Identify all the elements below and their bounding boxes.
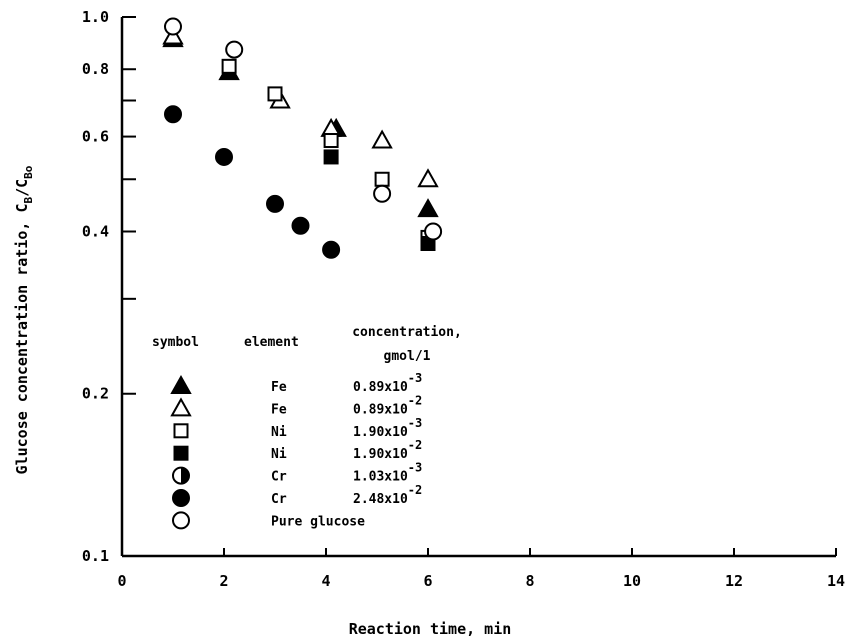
legend-concentration: 1.90x10-3 bbox=[353, 416, 422, 440]
legend-element: Pure glucose bbox=[271, 514, 365, 529]
legend-concentration: 2.48x10-2 bbox=[353, 483, 422, 507]
data-point-circle-filled bbox=[322, 240, 341, 259]
legend-element: Cr bbox=[271, 492, 287, 507]
legend-header-units: gmol/1 bbox=[384, 349, 431, 364]
legend-element: Ni bbox=[271, 425, 287, 440]
x-tick-label: 12 bbox=[725, 572, 743, 590]
x-tick-label: 0 bbox=[117, 572, 126, 590]
x-tick-label: 2 bbox=[219, 572, 228, 590]
data-point-circle-open bbox=[164, 17, 182, 36]
x-axis-label: Reaction time, min bbox=[349, 620, 512, 638]
data-point-circle-filled bbox=[164, 105, 182, 124]
data-point-square-open bbox=[323, 133, 339, 149]
legend-marker-triangle-filled bbox=[170, 374, 192, 394]
data-point-circle-filled bbox=[266, 194, 284, 213]
legend-element: Cr bbox=[271, 470, 287, 485]
legend-concentration: 1.03x10-3 bbox=[353, 461, 422, 485]
y-axis: 0.1 0.2 0.4 0.6 0.8 1.0 bbox=[82, 8, 136, 565]
x-tick-label: 14 bbox=[827, 572, 845, 590]
legend-marker-square-open bbox=[173, 423, 189, 439]
x-tick-label: 6 bbox=[423, 572, 432, 590]
legend-element: Fe bbox=[271, 380, 287, 395]
data-point-square-open bbox=[267, 86, 283, 102]
y-tick-label: 0.4 bbox=[82, 222, 109, 240]
data-points bbox=[162, 17, 443, 259]
y-tick-label: 0.6 bbox=[82, 128, 109, 146]
legend-concentration: 0.89x10-2 bbox=[353, 393, 422, 417]
legend-header-symbol: symbol bbox=[152, 335, 199, 350]
legend: symbol element concentration, gmol/1 Fe 0.89x… bbox=[152, 325, 462, 530]
legend-concentration: 0.89x10-3 bbox=[353, 371, 422, 395]
y-tick-label: 1.0 bbox=[82, 8, 109, 26]
data-point-triangle-open bbox=[417, 168, 439, 188]
legend-marker-circle-filled bbox=[172, 489, 190, 507]
legend-marker-square-filled bbox=[173, 445, 189, 461]
plot-frame bbox=[120, 17, 836, 558]
data-point-circle-open bbox=[424, 222, 443, 241]
y-axis-label-sub1: B bbox=[22, 197, 35, 204]
y-axis-label-main: Glucose concentration ratio, C bbox=[13, 204, 31, 475]
data-point-square-open bbox=[374, 171, 390, 187]
data-point-circle-filled bbox=[291, 216, 310, 235]
data-point-circle-open bbox=[225, 40, 244, 59]
legend-header-element: element bbox=[244, 335, 299, 350]
legend-marker-circle-open bbox=[172, 511, 190, 530]
data-point-square-open bbox=[221, 58, 237, 74]
x-tick-label: 4 bbox=[321, 572, 330, 590]
y-axis-label: Glucose concentration ratio, CB/CBo bbox=[13, 165, 35, 474]
data-point-circle-filled bbox=[215, 147, 233, 166]
y-axis-label-sub2: Bo bbox=[22, 165, 35, 179]
legend-element: Ni bbox=[271, 447, 287, 462]
x-tick-label: 10 bbox=[623, 572, 641, 590]
x-axis: 0 2 4 6 8 10 12 14 bbox=[117, 548, 845, 590]
legend-marker-triangle-open bbox=[170, 397, 192, 417]
x-tick-label: 8 bbox=[525, 572, 534, 590]
y-tick-label: 0.2 bbox=[82, 385, 109, 403]
data-point-triangle-open bbox=[371, 129, 393, 149]
y-tick-label: 0.1 bbox=[82, 547, 109, 565]
data-point-square-filled bbox=[323, 149, 339, 165]
y-tick-label: 0.8 bbox=[82, 60, 109, 78]
data-point-triangle-filled bbox=[417, 198, 439, 218]
legend-concentration: 1.90x10-2 bbox=[353, 438, 422, 462]
y-axis-label-mid: /C bbox=[13, 179, 31, 197]
legend-header-concentration: concentration, bbox=[352, 325, 462, 340]
data-point-circle-open bbox=[373, 184, 392, 203]
legend-element: Fe bbox=[271, 402, 287, 417]
legend-marker-circle-half bbox=[172, 466, 190, 485]
